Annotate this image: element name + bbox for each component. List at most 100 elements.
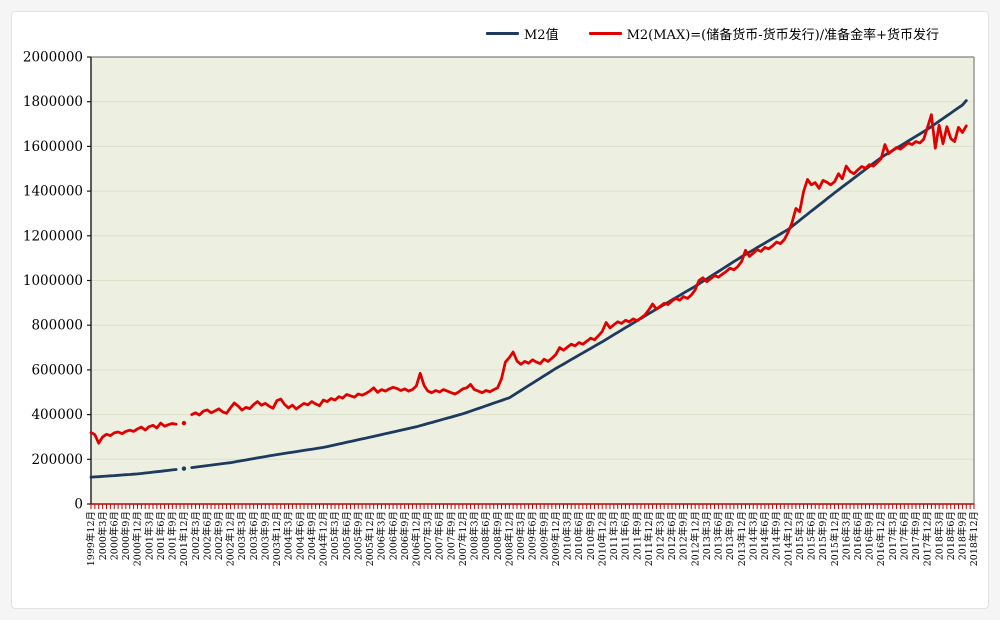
legend-item-m2max: M2(MAX)=(储备货币-货币发行)/准备金率+货币发行 [588, 24, 939, 43]
y-tick-label: 1600000 [23, 139, 83, 155]
x-tick-label: 2016年6月 [852, 511, 864, 560]
x-tick-label: 2000年9月 [120, 511, 132, 560]
x-tick-label: 2005年3月 [329, 511, 341, 560]
x-tick-label: 2011年6月 [620, 511, 632, 560]
y-tick-label: 0 [74, 497, 83, 513]
x-tick-label: 2016年9月 [864, 511, 876, 560]
x-tick-label: 2009年9月 [538, 511, 550, 560]
x-tick-label: 2000年12月 [132, 511, 144, 566]
x-tick-label: 2006年3月 [376, 511, 388, 560]
x-tick-label: 2012年3月 [655, 511, 667, 560]
x-tick-label: 2005年6月 [341, 511, 353, 560]
x-tick-label: 2013年6月 [713, 511, 725, 560]
x-tick-label: 2016年3月 [840, 511, 852, 560]
x-tick-label: 2001年9月 [167, 511, 179, 560]
x-tick-label: 2012年12月 [689, 511, 701, 566]
x-tick-label: 2003年9月 [259, 511, 271, 560]
x-tick-label: 2017年3月 [887, 511, 899, 560]
x-tick-label: 2013年3月 [701, 511, 713, 560]
x-tick-label: 2016年12月 [875, 511, 887, 566]
x-tick-label: 2007年6月 [434, 511, 446, 560]
x-tick-label: 2002年9月 [213, 511, 225, 560]
m2max-line [89, 113, 968, 445]
y-tick-label: 1200000 [23, 228, 83, 244]
x-tick-label: 2015年9月 [817, 511, 829, 560]
x-tick-label: 2012年9月 [678, 511, 690, 560]
x-tick-label: 2018年6月 [945, 511, 957, 560]
x-tick-label: 2010年3月 [562, 511, 574, 560]
m2max-line-swatch [588, 31, 622, 35]
m2-line-swatch [486, 31, 519, 35]
x-tick-label: 2011年9月 [631, 511, 643, 560]
x-tick-label: 2014年6月 [759, 511, 771, 560]
legend-label-m2: M2值 [524, 27, 559, 43]
x-tick-label: 2000年6月 [108, 511, 120, 560]
x-tick-label: 2002年12月 [225, 511, 237, 566]
m2max-line-point [181, 420, 187, 426]
x-tick-label: 2008年3月 [469, 511, 481, 560]
x-tick-label: 2007年9月 [445, 511, 457, 560]
x-tick-label: 2004年6月 [294, 511, 306, 560]
x-tick-label: 2015年6月 [806, 511, 818, 560]
x-tick-label: 2014年3月 [747, 511, 759, 560]
x-tick-label: 2004年9月 [306, 511, 318, 560]
x-tick-label: 2000年3月 [97, 511, 109, 560]
x-tick-label: 2013年9月 [724, 511, 736, 560]
x-tick-label: 2010年9月 [585, 511, 597, 560]
x-tick-label: 2002年6月 [201, 511, 213, 560]
y-tick-label: 1400000 [23, 184, 83, 200]
x-tick-label: 2013年12月 [736, 511, 748, 566]
x-tick-label: 2012年6月 [666, 511, 678, 560]
x-tick-label: 2017年9月 [910, 511, 922, 560]
x-tick-label: 2004年12月 [318, 511, 330, 566]
y-tick-label: 600000 [31, 362, 83, 378]
x-tick-label: 2006年12月 [411, 511, 423, 566]
x-tick-label: 2003年12月 [271, 511, 283, 566]
x-tick-label: 2001年12月 [178, 511, 190, 566]
legend-label-m2max: M2(MAX)=(储备货币-货币发行)/准备金率+货币发行 [626, 27, 939, 43]
y-tick-label: 200000 [31, 452, 83, 468]
x-tick-label: 2009年6月 [527, 511, 539, 560]
x-tick-label: 2005年12月 [364, 511, 376, 566]
x-tick-label: 2015年12月 [829, 511, 841, 566]
x-tick-label: 2014年12月 [782, 511, 794, 566]
y-tick-label: 800000 [31, 318, 83, 334]
x-tick-label: 2015年3月 [794, 511, 806, 560]
x-tick-label: 2010年12月 [596, 511, 608, 566]
x-tick-label: 2018年9月 [957, 511, 969, 560]
y-tick-label: 1000000 [23, 273, 83, 289]
x-tick-label: 2003年3月 [236, 511, 248, 560]
x-tick-label: 2018年3月 [933, 511, 945, 560]
x-tick-label: 2001年3月 [143, 511, 155, 560]
x-tick-label: 2018年12月 [968, 511, 980, 566]
legend: M2值 M2(MAX)=(储备货币-货币发行)/准备金率+货币发行 [486, 24, 939, 43]
x-tick-label: 2003年6月 [248, 511, 260, 560]
x-tick-label: 2009年3月 [515, 511, 527, 560]
x-tick-label: 2010年6月 [573, 511, 585, 560]
legend-item-m2: M2值 [486, 24, 559, 43]
x-tick-label: 2006年9月 [399, 511, 411, 560]
y-tick-label: 2000000 [23, 50, 83, 66]
x-tick-label: 2008年6月 [480, 511, 492, 560]
x-tick-label: 2007年3月 [422, 511, 434, 560]
y-tick-label: 400000 [31, 407, 83, 423]
x-tick-label: 2008年9月 [492, 511, 504, 560]
x-tick-label: 2005年9月 [352, 511, 364, 560]
x-tick-label: 2002年3月 [190, 511, 202, 560]
x-tick-label: 2017年6月 [898, 511, 910, 560]
x-tick-label: 2001年6月 [155, 511, 167, 560]
m2-line [89, 99, 968, 479]
x-tick-label: 1999年12月 [85, 511, 97, 566]
x-tick-label: 2008年12月 [503, 511, 515, 566]
x-tick-label: 2011年12月 [643, 511, 655, 566]
x-tick-label: 2004年3月 [283, 511, 295, 560]
y-tick-label: 1800000 [23, 94, 83, 110]
x-tick-label: 2009年12月 [550, 511, 562, 566]
x-tick-label: 2014年9月 [771, 511, 783, 560]
m2-line-point [181, 466, 187, 471]
x-tick-label: 2017年12月 [922, 511, 934, 566]
x-tick-label: 2011年3月 [608, 511, 620, 560]
x-tick-label: 2006年6月 [387, 511, 399, 560]
x-tick-label: 2007年12月 [457, 511, 469, 566]
